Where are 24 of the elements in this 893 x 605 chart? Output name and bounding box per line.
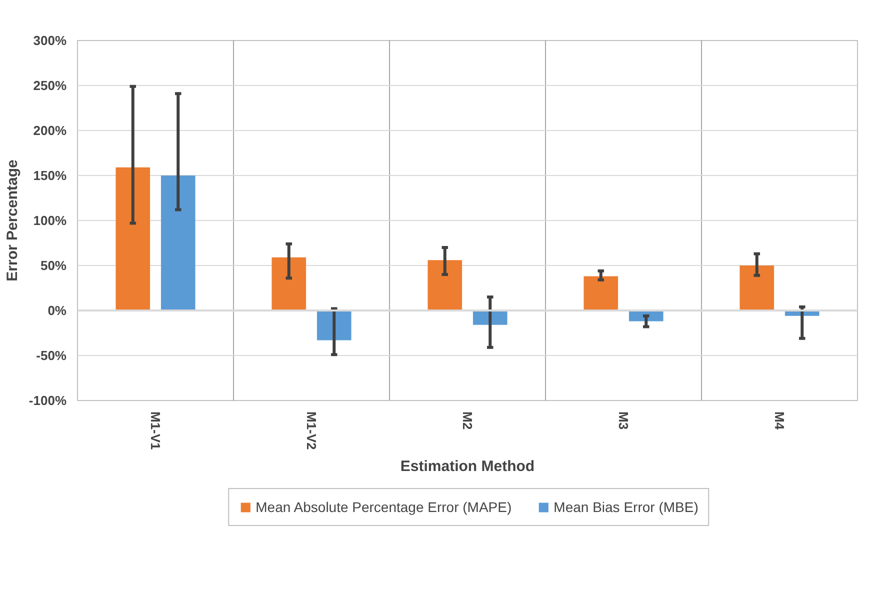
x-tick-label: M1-V2 — [304, 412, 319, 450]
y-tick-label: 300% — [33, 33, 67, 48]
bar — [740, 266, 774, 310]
y-tick-label: 0% — [48, 303, 67, 318]
bar — [160, 176, 196, 310]
bar — [428, 260, 462, 310]
bar — [584, 276, 618, 310]
y-tick-label: 200% — [33, 123, 67, 138]
y-tick-label: 250% — [33, 78, 67, 93]
x-tick-label: M1-V1 — [148, 412, 163, 450]
x-tick-label: M2 — [460, 412, 475, 430]
y-tick-label: -50% — [36, 348, 67, 363]
bar — [272, 257, 306, 310]
x-axis-title: Estimation Method — [400, 458, 535, 475]
legend-label: Mean Bias Error (MBE) — [554, 499, 698, 515]
y-tick-label: 50% — [40, 258, 67, 273]
x-tick-label: M3 — [616, 412, 631, 430]
legend-label: Mean Absolute Percentage Error (MAPE) — [256, 499, 512, 515]
y-tick-label: 100% — [33, 213, 67, 228]
y-tick-label: -100% — [28, 393, 67, 408]
y-axis-title: Error Percentage — [4, 160, 21, 282]
x-tick-label: M4 — [772, 412, 787, 430]
bar — [116, 167, 150, 310]
y-tick-label: 150% — [33, 168, 67, 183]
